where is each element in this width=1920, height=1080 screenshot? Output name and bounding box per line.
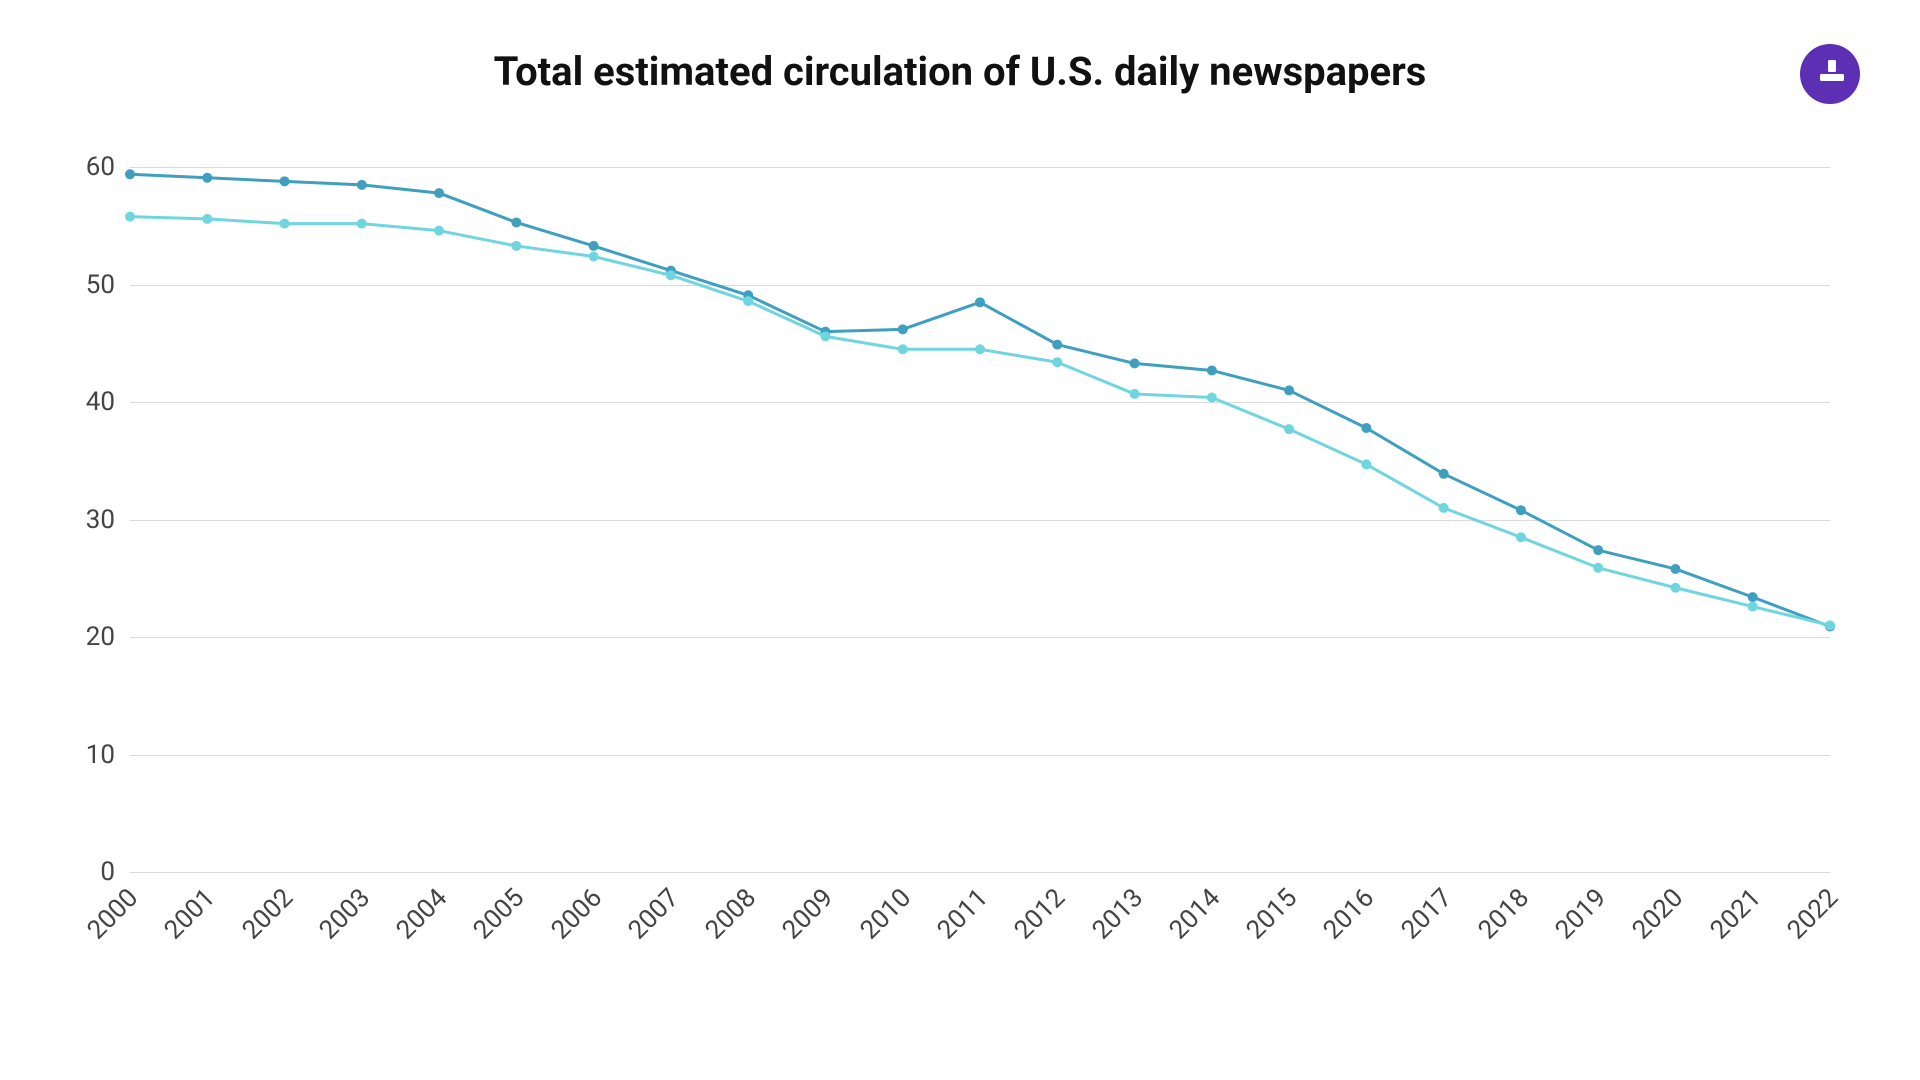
x-tick-label: 2013 <box>1086 883 1149 946</box>
series-marker <box>975 297 985 307</box>
series-marker <box>1361 423 1371 433</box>
y-tick-label: 20 <box>60 622 115 652</box>
x-tick-label: 2006 <box>545 883 608 946</box>
series-line <box>130 217 1830 626</box>
x-tick-label: 2014 <box>1163 883 1226 946</box>
series-marker <box>1130 389 1140 399</box>
series-marker <box>1361 459 1371 469</box>
series-marker <box>1670 583 1680 593</box>
series-marker <box>820 331 830 341</box>
x-tick-label: 2019 <box>1550 883 1613 946</box>
y-tick-label: 10 <box>60 740 115 770</box>
x-tick-label: 2002 <box>236 883 299 946</box>
series-marker <box>743 296 753 306</box>
series-marker <box>1516 532 1526 542</box>
x-tick-label: 2011 <box>932 883 995 946</box>
series-marker <box>1593 545 1603 555</box>
x-tick-label: 2010 <box>854 883 917 946</box>
series-marker <box>1748 592 1758 602</box>
x-tick-label: 2009 <box>777 883 840 946</box>
chart-plot-area: 0102030405060200020012002200320042005200… <box>130 132 1830 872</box>
line-plot <box>130 132 1830 872</box>
brand-logo-icon <box>1800 44 1860 104</box>
series-marker <box>1593 563 1603 573</box>
x-tick-label: 2022 <box>1782 883 1845 946</box>
series-marker <box>1825 620 1835 630</box>
series-marker <box>589 241 599 251</box>
chart-title: Total estimated circulation of U.S. dail… <box>0 48 1920 95</box>
series-marker <box>1516 505 1526 515</box>
series-marker <box>1207 365 1217 375</box>
x-tick-label: 2017 <box>1395 883 1458 946</box>
series-marker <box>202 173 212 183</box>
chart-container: Total estimated circulation of U.S. dail… <box>0 0 1920 1080</box>
series-marker <box>1052 340 1062 350</box>
x-tick-label: 2012 <box>1009 883 1072 946</box>
series-marker <box>511 217 521 227</box>
series-marker <box>1439 469 1449 479</box>
x-tick-label: 2004 <box>391 883 454 946</box>
series-marker <box>1439 503 1449 513</box>
series-marker <box>202 214 212 224</box>
series-marker <box>357 219 367 229</box>
y-tick-label: 40 <box>60 387 115 417</box>
gridline <box>130 872 1830 873</box>
x-tick-label: 2000 <box>82 883 145 946</box>
series-marker <box>1670 564 1680 574</box>
series-marker <box>434 226 444 236</box>
series-marker <box>898 324 908 334</box>
series-marker <box>1207 392 1217 402</box>
x-tick-label: 2021 <box>1704 883 1767 946</box>
series-marker <box>434 188 444 198</box>
series-marker <box>1284 385 1294 395</box>
series-marker <box>280 219 290 229</box>
x-tick-label: 2003 <box>313 883 376 946</box>
x-tick-label: 2015 <box>1241 883 1304 946</box>
series-marker <box>589 252 599 262</box>
series-marker <box>125 169 135 179</box>
y-tick-label: 0 <box>60 857 115 887</box>
x-tick-label: 2018 <box>1473 883 1536 946</box>
series-marker <box>357 180 367 190</box>
series-marker <box>511 241 521 251</box>
series-marker <box>1748 602 1758 612</box>
x-tick-label: 2008 <box>700 883 763 946</box>
series-marker <box>125 212 135 222</box>
y-tick-label: 60 <box>60 152 115 182</box>
x-tick-label: 2016 <box>1318 883 1381 946</box>
x-tick-label: 2005 <box>468 883 531 946</box>
x-tick-label: 2001 <box>159 883 222 946</box>
series-marker <box>666 270 676 280</box>
series-marker <box>975 344 985 354</box>
y-tick-label: 30 <box>60 505 115 535</box>
series-marker <box>1130 358 1140 368</box>
series-marker <box>280 176 290 186</box>
series-marker <box>1052 357 1062 367</box>
y-tick-label: 50 <box>60 270 115 300</box>
series-marker <box>898 344 908 354</box>
x-tick-label: 2020 <box>1627 883 1690 946</box>
x-tick-label: 2007 <box>623 883 686 946</box>
series-marker <box>1284 424 1294 434</box>
